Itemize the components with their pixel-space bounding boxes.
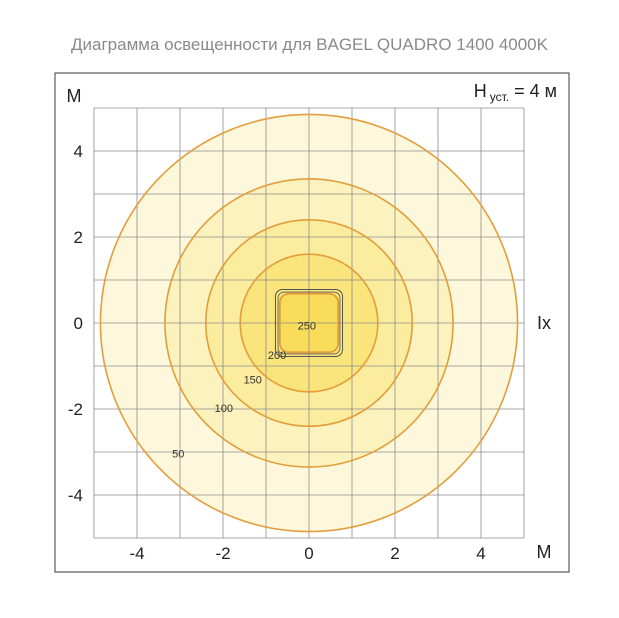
x-tick-label: -4 [129,544,144,563]
y-tick-label: -2 [68,400,83,419]
luminaire-outer [274,288,344,358]
contour-150 [205,219,413,427]
y-tick-label: -4 [68,486,83,505]
y-tick-label: 4 [74,142,83,161]
contour-200 [239,253,379,393]
luminaire-inner [277,291,341,355]
tick-labels: -4 -2 0 2 4 4 2 0 -2 -4 [68,142,486,563]
x-tick-label: 2 [390,544,399,563]
level-label-150: 150 [244,374,262,386]
mounting-height-prefix: H [474,81,487,101]
level-label-200: 200 [268,350,286,362]
x-tick-label: 0 [304,544,313,563]
mounting-height-subscript: уст. [490,90,509,104]
x-tick-label: -2 [215,544,230,563]
chart-title: Диаграмма освещенности для BAGEL QUADRO … [71,35,548,54]
level-labels: 50 100 150 200 250 [172,320,316,460]
contour-100 [164,178,454,468]
y-axis-label: М [67,86,82,106]
x-tick-label: 4 [476,544,485,563]
level-label-100: 100 [215,403,233,415]
mounting-height-suffix: = 4 м [509,81,557,101]
level-label-250: 250 [298,320,316,332]
right-axis-label: Iх [537,313,551,333]
x-axis-label: М [537,542,552,562]
contour-50 [99,113,519,533]
y-tick-label: 2 [74,228,83,247]
y-tick-label: 0 [74,314,83,333]
isolux-contours [99,113,519,533]
level-label-50: 50 [172,449,184,461]
contour-250 [278,292,340,354]
luminaire-outline [274,288,344,358]
